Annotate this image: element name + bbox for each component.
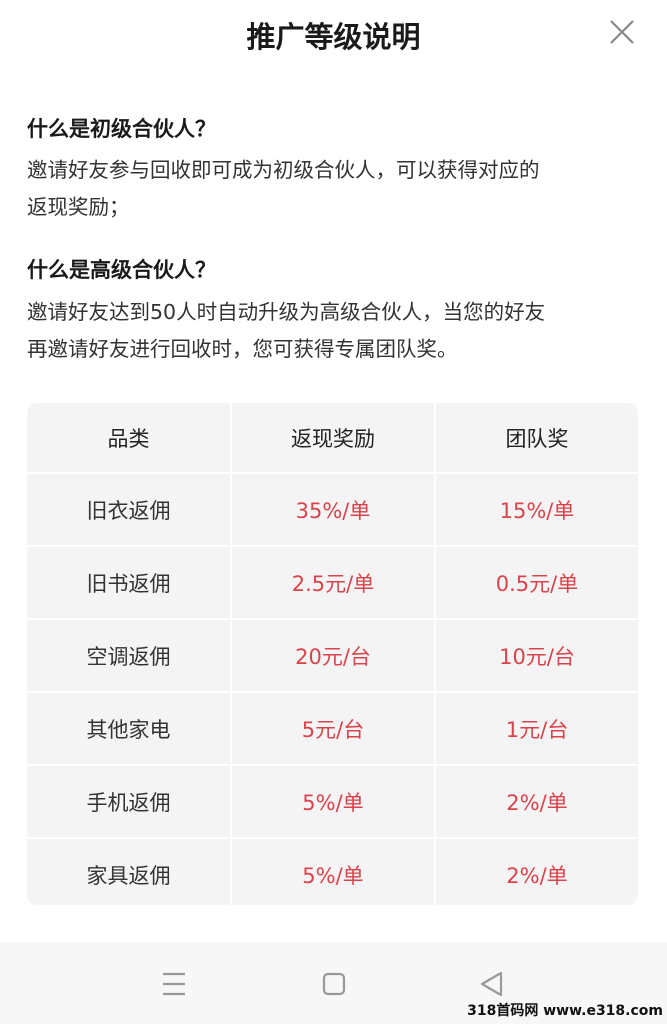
header-cell: 团队奖: [434, 403, 638, 472]
section-question: 什么是初级合伙人？: [27, 117, 216, 141]
category-cell: 手机返佣: [86, 790, 171, 815]
cashback-cell: 35%/单: [230, 474, 434, 545]
cashback-cell: 5%/单: [230, 766, 434, 837]
cashback-cell: 20元/台: [230, 620, 434, 691]
table-row: 手机返佣 5%/单 2%/单: [27, 764, 638, 837]
section-question: 什么是高级合伙人？: [27, 258, 216, 282]
cashback-cell: 5%/单: [230, 839, 434, 905]
back-icon[interactable]: [472, 964, 512, 1004]
text-line: 邀请好友参与回收即可成为初级合伙人，可以获得对应的: [27, 158, 540, 182]
category-cell: 空调返佣: [86, 644, 171, 669]
team-reward-cell: 2%/单: [434, 766, 638, 837]
team-reward-cell: 15%/单: [434, 474, 638, 545]
watermark: 318首码网 www.e318.com: [467, 1003, 663, 1019]
table-row: 其他家电 5元/台 1元/台: [27, 691, 638, 764]
team-reward-cell: 1元/台: [434, 693, 638, 764]
table-header: 品类 返现奖励 团队奖: [27, 403, 638, 472]
text-line: 返现奖励；: [27, 195, 130, 219]
header-cell: 返现奖励: [230, 403, 434, 472]
menu-icon[interactable]: [154, 964, 194, 1004]
table-row: 家具返佣 5%/单 2%/单: [27, 837, 638, 905]
team-reward-cell: 2%/单: [434, 839, 638, 905]
text-line: 再邀请好友进行回收时，您可获得专属团队奖。: [27, 337, 458, 361]
cashback-cell: 2.5元/单: [230, 547, 434, 618]
table-row: 空调返佣 20元/台 10元/台: [27, 618, 638, 691]
section-text: 邀请好友达到50人时自动升级为高级合伙人，当您的好友 再邀请好友进行回收时，您可…: [27, 294, 647, 368]
category-cell: 其他家电: [86, 717, 171, 742]
header-cell: 品类: [107, 426, 150, 451]
reward-table: 品类 返现奖励 团队奖 旧衣返佣 35%/单 15%/单旧书返佣 2.5元/单 0.5元…: [27, 403, 638, 905]
team-reward-cell: 10元/台: [434, 620, 638, 691]
category-cell: 旧衣返佣: [86, 498, 171, 523]
table-row: 旧衣返佣 35%/单 15%/单: [27, 472, 638, 545]
page-title: 推广等级说明: [246, 20, 421, 54]
category-cell: 家具返佣: [86, 863, 171, 888]
text-line: 邀请好友达到50人时自动升级为高级合伙人，当您的好友: [27, 300, 546, 324]
system-nav-bar: [0, 942, 667, 1024]
home-icon[interactable]: [314, 964, 354, 1004]
category-cell: 旧书返佣: [86, 571, 171, 596]
team-reward-cell: 0.5元/单: [434, 547, 638, 618]
section-text: 邀请好友参与回收即可成为初级合伙人，可以获得对应的 返现奖励；: [27, 152, 647, 226]
table-row: 旧书返佣 2.5元/单 0.5元/单: [27, 545, 638, 618]
cashback-cell: 5元/台: [230, 693, 434, 764]
close-icon[interactable]: [606, 16, 638, 48]
